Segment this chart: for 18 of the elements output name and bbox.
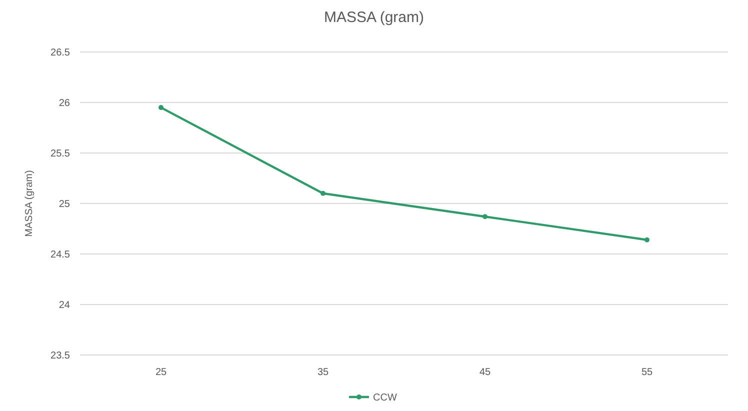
x-tick-label: 25 bbox=[155, 367, 167, 378]
y-tick-label: 24 bbox=[58, 300, 70, 311]
point bbox=[158, 105, 164, 110]
x-tick-label: 45 bbox=[479, 367, 491, 378]
y-tick-label: 25.5 bbox=[50, 148, 70, 160]
y-tick-label: 26.5 bbox=[50, 48, 70, 58]
x-tick-label: 55 bbox=[641, 367, 653, 378]
point bbox=[482, 214, 488, 220]
point bbox=[644, 237, 650, 242]
y-tick-label: 23.5 bbox=[50, 350, 70, 362]
y-axis-title: MASSA (gram) bbox=[24, 170, 35, 237]
legend-label: CCW bbox=[373, 392, 398, 404]
y-tick-label: 24.5 bbox=[50, 250, 70, 260]
chart-title: MASSA (gram) bbox=[324, 9, 424, 26]
y-tick-label: 26 bbox=[58, 98, 70, 109]
y-tick-label: 25 bbox=[58, 199, 70, 210]
point bbox=[320, 190, 326, 196]
x-tick-label: 35 bbox=[317, 367, 329, 378]
